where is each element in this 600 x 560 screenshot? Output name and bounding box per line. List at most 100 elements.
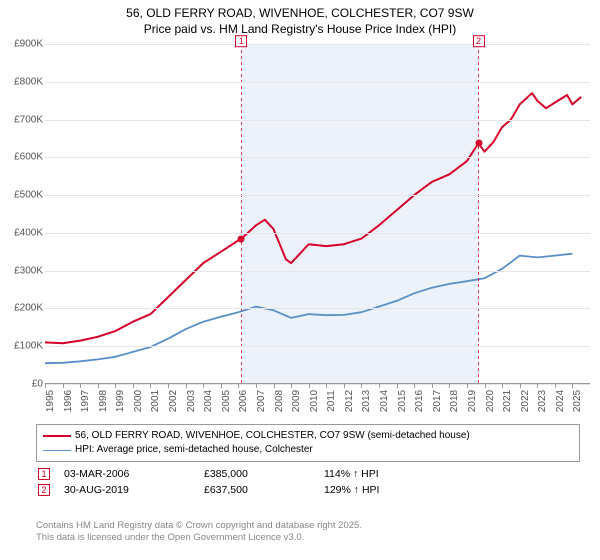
sale-dot — [238, 235, 245, 242]
gridline — [45, 120, 590, 121]
x-tick-label: 2002 — [168, 390, 179, 412]
sale-hpi: 114% ↑ HPI — [324, 468, 379, 480]
x-tick-label: 2016 — [414, 390, 425, 412]
x-tick-mark — [133, 384, 134, 388]
x-tick-mark — [467, 384, 468, 388]
sale-date: 30-AUG-2019 — [64, 484, 204, 496]
x-tick-label: 1998 — [98, 390, 109, 412]
x-tick-mark — [63, 384, 64, 388]
gridline — [45, 271, 590, 272]
sales-block: 1 03-MAR-2006£385,000114% ↑ HPI 2 30-AUG-20… — [36, 466, 580, 498]
x-tick-mark — [309, 384, 310, 388]
x-axis-line — [45, 383, 590, 384]
x-tick-mark — [361, 384, 362, 388]
x-tick-label: 2009 — [291, 390, 302, 412]
x-tick-label: 2021 — [502, 390, 513, 412]
legend-row: 56, OLD FERRY ROAD, WIVENHOE, COLCHESTER… — [43, 429, 573, 443]
legend-label: 56, OLD FERRY ROAD, WIVENHOE, COLCHESTER… — [75, 429, 470, 443]
legend-label: HPI: Average price, semi-detached house,… — [75, 443, 313, 457]
x-tick-label: 2020 — [485, 390, 496, 412]
sale-price: £637,500 — [204, 484, 324, 496]
y-tick-label: £600K — [5, 152, 43, 163]
x-tick-label: 2001 — [150, 390, 161, 412]
x-tick-mark — [414, 384, 415, 388]
gridline — [45, 195, 590, 196]
x-tick-label: 1997 — [80, 390, 91, 412]
sale-date: 03-MAR-2006 — [64, 468, 204, 480]
x-tick-mark — [537, 384, 538, 388]
title-line-1: 56, OLD FERRY ROAD, WIVENHOE, COLCHESTER… — [0, 6, 600, 22]
sale-price: £385,000 — [204, 468, 324, 480]
legend-row: HPI: Average price, semi-detached house,… — [43, 443, 573, 457]
x-tick-label: 2012 — [344, 390, 355, 412]
x-tick-mark — [203, 384, 204, 388]
x-tick-label: 2015 — [397, 390, 408, 412]
x-tick-label: 2007 — [256, 390, 267, 412]
plot-region: £0£100K£200K£300K£400K£500K£600K£700K£80… — [45, 44, 590, 384]
gridline — [45, 82, 590, 83]
gridline — [45, 346, 590, 347]
series-property — [45, 93, 581, 343]
x-tick-mark — [274, 384, 275, 388]
x-tick-mark — [80, 384, 81, 388]
chart-area: £0£100K£200K£300K£400K£500K£600K£700K£80… — [5, 44, 595, 414]
legend-box: 56, OLD FERRY ROAD, WIVENHOE, COLCHESTER… — [36, 424, 580, 462]
x-tick-label: 2019 — [467, 390, 478, 412]
line-series-svg — [45, 44, 590, 384]
x-tick-mark — [449, 384, 450, 388]
x-tick-mark — [555, 384, 556, 388]
x-tick-label: 2025 — [572, 390, 583, 412]
x-tick-label: 1995 — [45, 390, 56, 412]
x-tick-mark — [291, 384, 292, 388]
gridline — [45, 233, 590, 234]
sale-dot — [475, 140, 482, 147]
footer: Contains HM Land Registry data © Crown c… — [36, 520, 362, 545]
sale-hpi: 129% ↑ HPI — [324, 484, 379, 496]
x-tick-mark — [432, 384, 433, 388]
x-tick-mark — [238, 384, 239, 388]
sale-marker-box: 1 — [235, 35, 247, 47]
gridline — [45, 157, 590, 158]
x-tick-label: 2018 — [449, 390, 460, 412]
x-tick-label: 1999 — [115, 390, 126, 412]
y-tick-label: £400K — [5, 227, 43, 238]
y-tick-label: £200K — [5, 303, 43, 314]
x-tick-label: 1996 — [63, 390, 74, 412]
sale-row-marker: 1 — [38, 468, 50, 480]
footer-line-1: Contains HM Land Registry data © Crown c… — [36, 520, 362, 532]
x-tick-mark — [221, 384, 222, 388]
x-tick-mark — [502, 384, 503, 388]
x-tick-label: 2003 — [186, 390, 197, 412]
x-tick-mark — [150, 384, 151, 388]
sale-row-marker: 2 — [38, 484, 50, 496]
x-tick-mark — [379, 384, 380, 388]
x-tick-label: 2006 — [238, 390, 249, 412]
x-tick-mark — [326, 384, 327, 388]
x-tick-mark — [98, 384, 99, 388]
x-tick-mark — [485, 384, 486, 388]
x-tick-mark — [520, 384, 521, 388]
x-tick-label: 2000 — [133, 390, 144, 412]
legend-swatch — [43, 450, 71, 451]
gridline — [45, 44, 590, 45]
y-tick-label: £100K — [5, 341, 43, 352]
gridline — [45, 384, 590, 385]
y-tick-label: £300K — [5, 265, 43, 276]
legend-swatch — [43, 435, 71, 437]
chart-title: 56, OLD FERRY ROAD, WIVENHOE, COLCHESTER… — [0, 0, 600, 39]
title-line-2: Price paid vs. HM Land Registry's House … — [0, 22, 600, 38]
footer-line-2: This data is licensed under the Open Gov… — [36, 532, 362, 544]
x-tick-mark — [45, 384, 46, 388]
sale-marker-box: 2 — [473, 35, 485, 47]
x-tick-mark — [572, 384, 573, 388]
x-tick-label: 2004 — [203, 390, 214, 412]
sale-row: 1 03-MAR-2006£385,000114% ↑ HPI — [36, 466, 580, 482]
x-tick-mark — [115, 384, 116, 388]
x-tick-label: 2023 — [537, 390, 548, 412]
x-tick-label: 2022 — [520, 390, 531, 412]
x-tick-mark — [168, 384, 169, 388]
x-tick-label: 2024 — [555, 390, 566, 412]
y-tick-label: £0 — [5, 379, 43, 390]
x-tick-label: 2017 — [432, 390, 443, 412]
x-tick-label: 2013 — [361, 390, 372, 412]
